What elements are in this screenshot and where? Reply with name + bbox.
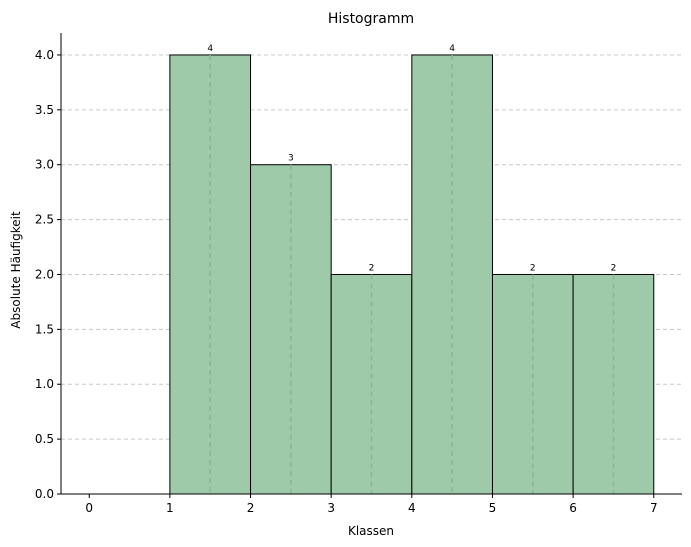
bar-data-label: 4 xyxy=(449,44,455,54)
y-tick-label: 0.0 xyxy=(35,487,54,501)
bar-data-label: 2 xyxy=(611,263,617,273)
y-tick-label: 1.0 xyxy=(35,377,54,391)
x-tick-label: 5 xyxy=(489,501,497,515)
x-tick-label: 3 xyxy=(327,501,335,515)
y-tick-label: 2.0 xyxy=(35,267,54,281)
bars xyxy=(89,54,655,495)
y-tick-label: 2.5 xyxy=(35,213,54,227)
x-tick-label: 6 xyxy=(569,501,577,515)
x-tick-label: 4 xyxy=(408,501,416,515)
y-tick-label: 4.0 xyxy=(35,48,54,62)
x-tick-label: 7 xyxy=(650,501,658,515)
x-axis-ticks: 0 1 2 3 4 5 6 7 xyxy=(85,494,658,515)
y-axis-label: Absolute Häufigkeit xyxy=(9,211,23,329)
bar-data-label: 3 xyxy=(288,154,294,164)
y-tick-label: 1.5 xyxy=(35,322,54,336)
x-tick-label: 2 xyxy=(247,501,255,515)
x-tick-label: 1 xyxy=(166,501,174,515)
bar-data-label: 4 xyxy=(207,44,213,54)
x-axis-label: Klassen xyxy=(348,524,394,538)
bar-data-label: 2 xyxy=(530,263,536,273)
data-labels: 4 3 2 4 2 2 xyxy=(207,44,616,274)
chart-title: Histogramm xyxy=(328,11,414,27)
y-tick-label: 3.0 xyxy=(35,158,54,172)
bar-data-label: 2 xyxy=(369,263,375,273)
y-tick-label: 0.5 xyxy=(35,432,54,446)
x-tick-label: 0 xyxy=(85,501,93,515)
y-axis-ticks: 0.0 0.5 1.0 1.5 2.0 2.5 3.0 3.5 4.0 xyxy=(35,48,61,501)
y-tick-label: 3.5 xyxy=(35,103,54,117)
